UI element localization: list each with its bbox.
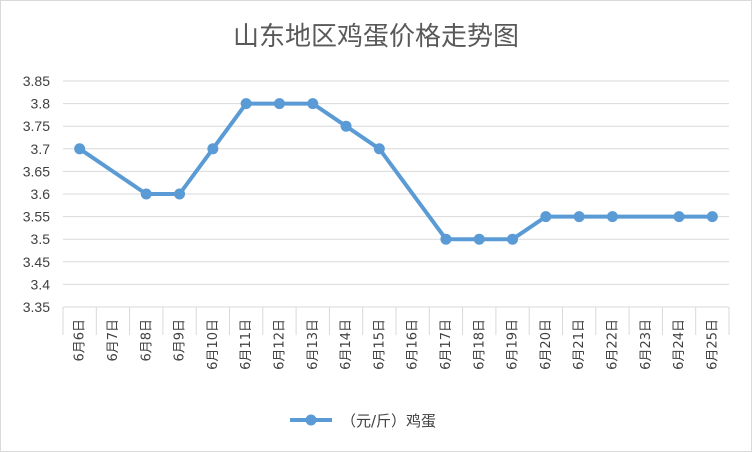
y-tick-label: 3.4	[31, 276, 51, 292]
grid-layer	[62, 80, 730, 335]
y-tick-label: 3.6	[31, 186, 51, 202]
y-axis-ticks: 3.35 3.4 3.45 3.5 3.55 3.6 3.65 3.7 3.75 3.8 3.85	[23, 73, 50, 315]
data-point	[473, 233, 485, 245]
data-point	[673, 211, 685, 223]
y-tick-label: 3.65	[23, 163, 50, 179]
x-tick-label: 6月19日	[506, 319, 521, 370]
x-tick-label: 6月14日	[339, 319, 354, 370]
x-tick-label: 6月12日	[272, 319, 287, 370]
y-tick-label: 3.75	[23, 118, 50, 134]
x-tick-label: 6月23日	[639, 319, 654, 370]
x-tick-label: 6月16日	[406, 319, 421, 370]
data-point	[74, 143, 86, 155]
chart-title: 山东地区鸡蛋价格走势图	[233, 22, 519, 52]
legend-marker-icon	[305, 414, 317, 426]
x-tick-label: 6月7日	[106, 319, 121, 362]
data-point	[140, 188, 152, 200]
y-tick-label: 3.7	[31, 141, 51, 157]
x-tick-label: 6月17日	[439, 319, 454, 370]
data-point	[373, 143, 385, 155]
x-tick-label: 6月18日	[472, 319, 487, 370]
x-axis-ticks: 6月6日 6月7日 6月8日 6月9日 6月10日 6月11日 6月12日 6月13日 6月14…	[73, 319, 721, 370]
x-tick-label: 6月13日	[306, 319, 321, 370]
y-tick-label: 3.85	[23, 73, 50, 89]
series-layer	[74, 98, 718, 245]
data-point	[573, 211, 585, 223]
x-tick-label: 6月24日	[672, 319, 687, 370]
data-point	[307, 98, 319, 110]
x-tick-label: 6月15日	[372, 319, 387, 370]
y-tick-label: 3.55	[23, 209, 50, 225]
data-point	[507, 233, 519, 245]
x-tick-label: 6月20日	[539, 319, 554, 370]
x-tick-label: 6月21日	[572, 319, 587, 370]
data-point	[240, 98, 252, 110]
x-tick-label: 6月8日	[139, 319, 154, 362]
x-tick-label: 6月22日	[605, 319, 620, 370]
data-point	[340, 120, 352, 132]
x-tick-label: 6月25日	[705, 319, 720, 370]
data-point	[174, 188, 186, 200]
y-tick-label: 3.8	[31, 96, 51, 112]
x-tick-label: 6月10日	[206, 319, 221, 370]
data-point	[706, 211, 718, 223]
data-point	[540, 211, 552, 223]
data-point	[273, 98, 285, 110]
y-tick-label: 3.45	[23, 254, 50, 270]
x-tick-label: 6月11日	[239, 319, 254, 370]
x-tick-label: 6月6日	[73, 319, 88, 362]
legend-label: （元/斤）鸡蛋	[341, 412, 436, 430]
data-point	[207, 143, 219, 155]
x-tick-label: 6月9日	[173, 319, 188, 362]
y-tick-label: 3.35	[23, 299, 50, 315]
legend: （元/斤）鸡蛋	[290, 412, 436, 430]
y-tick-label: 3.5	[31, 231, 51, 247]
data-point	[606, 211, 618, 223]
data-point	[440, 233, 452, 245]
